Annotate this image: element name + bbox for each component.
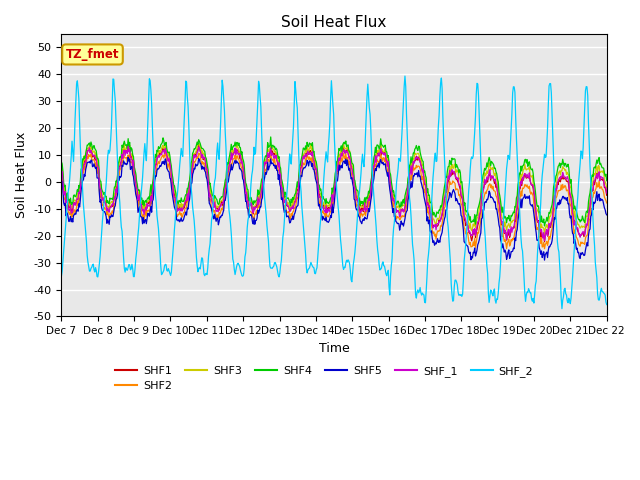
SHF2 — [124, 159, 131, 165]
SHF_2 — [179, 154, 187, 159]
Line: SHF4: SHF4 — [61, 137, 607, 226]
SHF_1 — [124, 151, 131, 156]
SHF_2 — [558, 306, 566, 312]
SHF_2 — [417, 290, 425, 296]
SHF2 — [58, 176, 65, 182]
SHF1 — [179, 206, 187, 212]
SHF3 — [179, 202, 187, 207]
SHF_2 — [208, 217, 216, 223]
SHF1 — [67, 207, 75, 213]
SHF3 — [603, 185, 611, 191]
SHF3 — [417, 156, 425, 162]
SHF_1 — [67, 210, 75, 216]
Line: SHF1: SHF1 — [61, 144, 607, 242]
SHF4 — [67, 202, 75, 207]
SHF3 — [208, 196, 216, 202]
SHF_2 — [401, 73, 409, 79]
SHF3 — [58, 166, 65, 172]
SHF4 — [603, 178, 611, 183]
SHF2 — [603, 200, 611, 206]
Legend: SHF1, SHF2, SHF3, SHF4, SHF5, SHF_1, SHF_2: SHF1, SHF2, SHF3, SHF4, SHF5, SHF_1, SHF… — [111, 361, 538, 396]
Text: TZ_fmet: TZ_fmet — [66, 48, 119, 61]
Line: SHF2: SHF2 — [61, 152, 607, 249]
SHF5 — [124, 161, 131, 167]
SHF1 — [603, 192, 611, 198]
SHF_1 — [209, 200, 216, 205]
SHF_2 — [58, 273, 65, 279]
SHF2 — [209, 207, 216, 213]
SHF1 — [417, 161, 425, 167]
Line: SHF3: SHF3 — [61, 143, 607, 235]
SHF4 — [401, 193, 409, 199]
SHF_1 — [180, 204, 188, 210]
SHF1 — [209, 197, 216, 203]
SHF3 — [401, 199, 409, 204]
SHF2 — [180, 210, 188, 216]
SHF_1 — [541, 238, 548, 243]
Line: SHF5: SHF5 — [61, 157, 607, 260]
SHF4 — [417, 153, 425, 158]
Line: SHF_1: SHF_1 — [61, 146, 607, 240]
SHF1 — [401, 204, 409, 210]
SHF1 — [124, 150, 131, 156]
Title: Soil Heat Flux: Soil Heat Flux — [282, 15, 387, 30]
SHF4 — [208, 189, 216, 194]
SHF5 — [58, 180, 65, 186]
SHF2 — [417, 169, 425, 175]
SHF5 — [603, 212, 611, 218]
SHF3 — [377, 140, 385, 146]
SHF_1 — [417, 162, 425, 168]
Y-axis label: Soil Heat Flux: Soil Heat Flux — [15, 132, 28, 218]
SHF_1 — [401, 204, 409, 210]
Line: SHF_2: SHF_2 — [61, 76, 607, 309]
SHF5 — [417, 179, 425, 184]
SHF5 — [401, 216, 409, 222]
SHF5 — [67, 219, 75, 225]
SHF4 — [541, 223, 548, 229]
SHF4 — [179, 199, 187, 204]
SHF_1 — [603, 190, 611, 196]
SHF2 — [161, 149, 169, 155]
SHF3 — [67, 205, 75, 211]
SHF5 — [180, 217, 188, 223]
SHF2 — [67, 214, 75, 220]
SHF3 — [124, 145, 131, 151]
SHF_2 — [401, 84, 408, 89]
SHF2 — [541, 246, 548, 252]
SHF_2 — [67, 153, 75, 159]
SHF5 — [541, 257, 548, 263]
SHF_2 — [603, 301, 611, 307]
SHF3 — [541, 232, 548, 238]
SHF2 — [401, 211, 409, 217]
SHF1 — [58, 166, 65, 172]
X-axis label: Time: Time — [319, 342, 349, 355]
SHF4 — [267, 134, 275, 140]
SHF5 — [209, 210, 216, 216]
SHF1 — [541, 239, 548, 245]
SHF5 — [124, 154, 132, 160]
SHF4 — [124, 146, 131, 152]
SHF4 — [58, 159, 65, 165]
SHF_1 — [58, 170, 65, 176]
SHF_2 — [124, 267, 131, 273]
SHF_1 — [124, 144, 132, 149]
SHF1 — [196, 141, 204, 147]
